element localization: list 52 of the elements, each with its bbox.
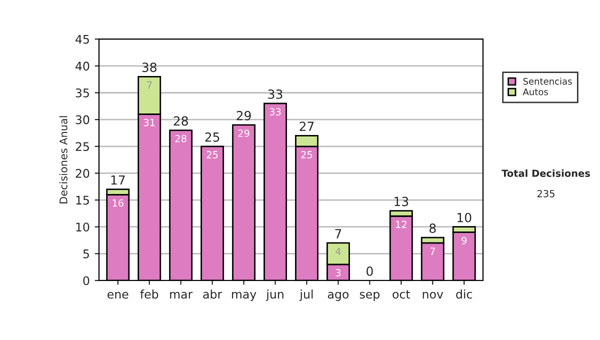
legend-label: Autos (522, 88, 548, 96)
x-tick-label: mar (170, 292, 193, 299)
total-label: 29 (236, 110, 251, 120)
y-tick-label: 25 (76, 142, 89, 152)
y-tick-label: 20 (76, 168, 90, 178)
total-label: 10 (458, 212, 472, 222)
data-label: 29 (238, 130, 250, 137)
total-label: 17 (111, 175, 125, 185)
x-tick-label: may (232, 292, 256, 301)
data-label: 3 (336, 269, 341, 276)
x-tick-label: sep (360, 292, 380, 301)
total-label: 25 (205, 132, 220, 142)
x-tick-label: ene (108, 292, 128, 299)
data-label: 28 (175, 134, 186, 142)
total-label: 0 (366, 266, 373, 276)
data-label: 31 (144, 118, 155, 126)
x-tick-label: jul (300, 290, 313, 301)
x-tick-label: abr (203, 290, 222, 299)
data-label: 25 (206, 151, 218, 158)
text: Total Decisiones (502, 169, 590, 177)
total-label: 8 (430, 224, 436, 234)
x-tick-label: oct (392, 290, 410, 299)
y-tick-label: 0 (83, 276, 90, 286)
data-label: 25 (301, 151, 312, 158)
y-tick-label: 15 (76, 196, 89, 205)
y-tick-label: 5 (83, 250, 89, 258)
data-label: 33 (270, 108, 281, 116)
text: 235 (537, 190, 554, 198)
y-axis-title: Decisiones Anual (59, 116, 68, 204)
data-label: 9 (462, 236, 467, 244)
data-label: 7 (147, 81, 152, 89)
x-tick-label: feb (140, 290, 158, 299)
total-label: 7 (335, 229, 342, 238)
x-tick-label: nov (422, 292, 444, 299)
data-label: 16 (112, 199, 124, 207)
y-tick-label: 35 (76, 88, 89, 98)
legend-label: Sentencias (523, 78, 572, 85)
total-label: 28 (174, 116, 188, 126)
y-tick-label: 10 (76, 222, 90, 232)
data-label: 4 (336, 248, 341, 255)
y-tick-label: 30 (76, 115, 90, 124)
x-tick-label: dic (456, 290, 472, 299)
total-label: 38 (142, 62, 156, 72)
y-tick-label: 45 (76, 34, 89, 44)
x-tick-label: jun (266, 290, 284, 301)
y-tick-label: 40 (76, 62, 90, 71)
total-label: 13 (394, 196, 408, 206)
data-label: 12 (396, 220, 406, 228)
total-label: 27 (300, 122, 314, 131)
total-label: 33 (268, 89, 282, 99)
x-tick-label: ago (328, 292, 349, 301)
data-label: 7 (430, 248, 435, 255)
